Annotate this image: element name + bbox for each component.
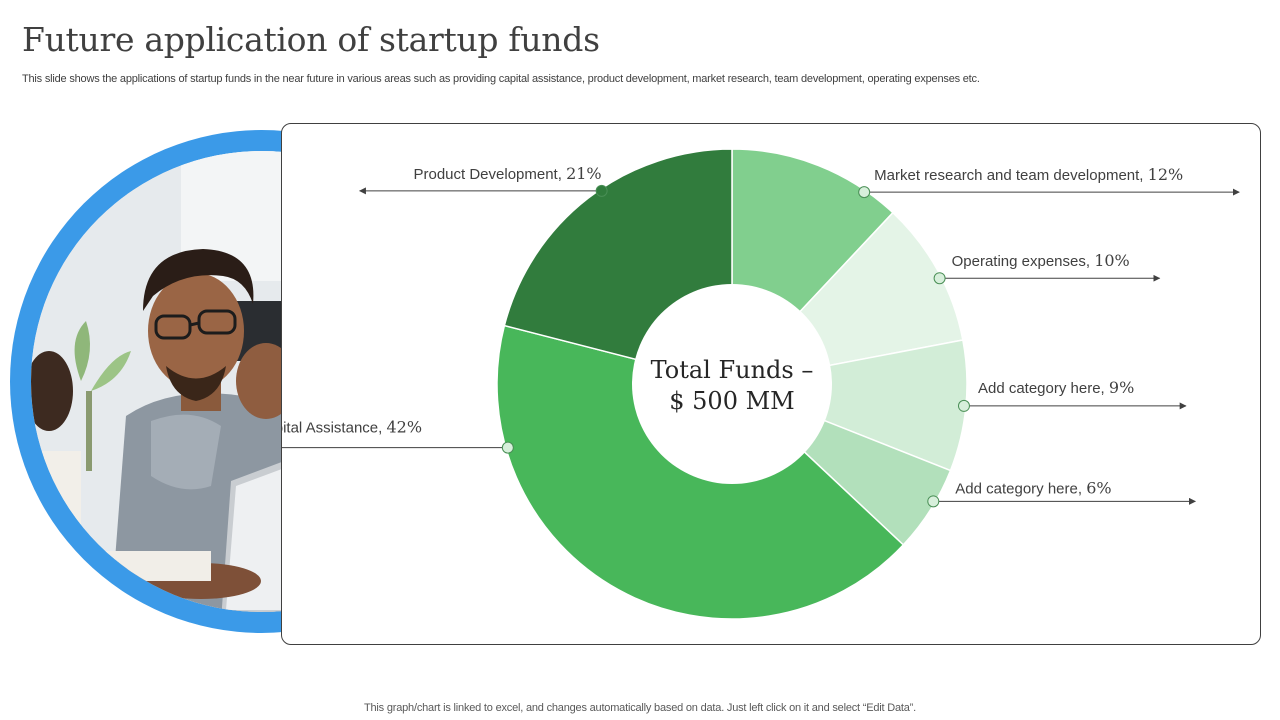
- slice-label-name: Add category here,: [978, 380, 1109, 397]
- slice-label-name: Providing Capital Assistance,: [282, 420, 386, 437]
- page-title: Future application of startup funds: [22, 20, 600, 59]
- slice-label: Market research and team development, 12…: [874, 165, 1183, 184]
- center-label-line-2: $ 500 MM: [669, 387, 794, 415]
- slice-label-pct: 6%: [1086, 478, 1111, 497]
- callout-marker: [927, 495, 940, 508]
- slice-label-pct: 10%: [1094, 251, 1130, 270]
- page-subtitle: This slide shows the applications of sta…: [22, 73, 980, 85]
- slice-label-pct: 9%: [1109, 378, 1134, 397]
- callout-marker: [595, 184, 608, 197]
- slice-label-name: Market research and team development,: [874, 167, 1147, 184]
- slice-label: Operating expenses, 10%: [952, 251, 1130, 270]
- slice-label-pct: 21%: [566, 164, 602, 183]
- center-label-line-1: Total Funds –: [651, 356, 814, 384]
- slice-label-name: Operating expenses,: [952, 253, 1095, 270]
- slice-label-pct: 42%: [386, 418, 422, 437]
- slice-label-name: Add category here,: [955, 480, 1086, 497]
- callout-marker: [957, 399, 970, 412]
- donut-hole: [632, 284, 832, 484]
- slice-label: Product Development, 21%: [413, 164, 601, 183]
- slice-label: Add category here, 6%: [955, 478, 1111, 497]
- slice-callouts: Market research and team development, 12…: [282, 164, 1240, 508]
- slice-label-pct: 12%: [1148, 165, 1184, 184]
- chart-footnote: This graph/chart is linked to excel, and…: [364, 702, 916, 714]
- callout-marker: [858, 186, 871, 199]
- slice-label-name: Product Development,: [413, 166, 566, 183]
- callout-marker: [933, 272, 946, 285]
- chart-card: Market research and team development, 12…: [281, 123, 1261, 645]
- slice-label: Add category here, 9%: [978, 378, 1134, 397]
- slice-label: Providing Capital Assistance, 42%: [282, 418, 422, 437]
- callout-marker: [501, 441, 514, 454]
- donut-chart[interactable]: Market research and team development, 12…: [282, 124, 1262, 646]
